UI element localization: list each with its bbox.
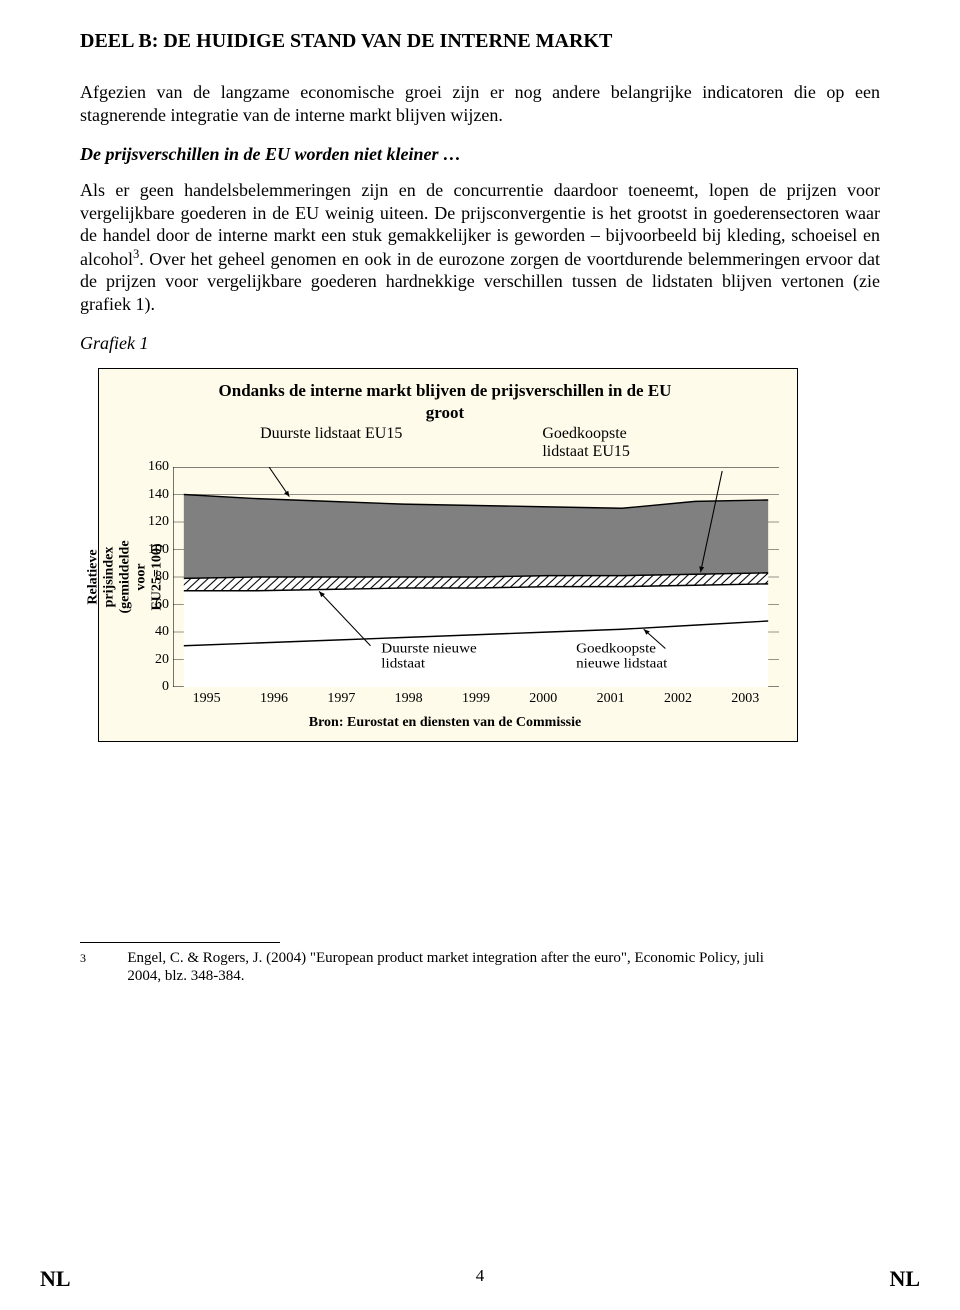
chart-source: Bron: Eurostat en diensten van de Commis… [111,715,779,731]
x-tick-label: 2000 [510,691,577,707]
x-tick-label: 1997 [308,691,375,707]
y-tick-label: 80 [155,569,169,585]
chart-top-annotations: Duurste lidstaat EU15 Goedkoopste lidsta… [111,425,779,461]
x-tick-label: 2003 [712,691,779,707]
page-footer: NL 4 NL [0,1266,960,1292]
footnote-text: Engel, C. & Rogers, J. (2004) "European … [127,949,780,985]
y-ticks: 020406080100120140160 [141,467,173,687]
x-tick-label: 1999 [442,691,509,707]
subheading: De prijsverschillen in de EU worden niet… [80,144,880,165]
chart-caption: Grafiek 1 [80,333,880,354]
x-tick-label: 2001 [577,691,644,707]
svg-text:Duurste nieuwe: Duurste nieuwe [381,641,476,656]
svg-text:lidstaat: lidstaat [381,656,425,671]
y-tick-label: 120 [148,514,169,530]
y-tick-label: 100 [148,542,169,558]
chart-body: Relatieve prijsindex (gemiddelde voor EU… [111,467,779,687]
y-axis-label-col: Relatieve prijsindex (gemiddelde voor EU… [111,467,141,687]
paragraph-intro: Afgezien van de langzame economische gro… [80,81,880,126]
x-tick-label: 1996 [240,691,307,707]
footer-left: NL [40,1266,71,1292]
chart-title-line2: groot [111,403,779,423]
x-tick-label: 1995 [173,691,240,707]
x-tick-label: 2002 [644,691,711,707]
footnote-number: 3 [80,949,127,985]
y-tick-label: 60 [155,597,169,613]
annot-goedkoopste-eu15: Goedkoopste lidstaat EU15 [542,425,630,461]
footnote: 3 Engel, C. & Rogers, J. (2004) "Europea… [80,949,780,985]
x-tick-label: 1998 [375,691,442,707]
footer-page-number: 4 [476,1266,485,1292]
y-tick-label: 160 [148,459,169,475]
page: DEEL B: DE HUIDIGE STAND VAN DE INTERNE … [0,0,960,1310]
svg-text:nieuwe lidstaat: nieuwe lidstaat [576,656,667,671]
x-ticks: 199519961997199819992000200120022003 [173,691,779,707]
footnote-separator [80,942,280,943]
y-tick-label: 140 [148,487,169,503]
y-tick-label: 20 [155,652,169,668]
y-tick-label: 0 [162,679,169,695]
paragraph-main: Als er geen handelsbelemmeringen zijn en… [80,179,880,315]
footnote-area: 3 Engel, C. & Rogers, J. (2004) "Europea… [80,942,880,985]
paragraph-main-b: . Over het geheel genomen en ook in de e… [80,249,880,314]
chart-container: Ondanks de interne markt blijven de prij… [98,368,798,742]
annot-duurste-eu15: Duurste lidstaat EU15 [260,425,402,461]
chart-title-line1: Ondanks de interne markt blijven de prij… [111,381,779,401]
footer-right: NL [889,1266,920,1292]
svg-text:Goedkoopste: Goedkoopste [576,641,656,656]
page-title: DEEL B: DE HUIDIGE STAND VAN DE INTERNE … [80,30,880,53]
plot-area: Duurste nieuwelidstaat Goedkoopstenieuwe … [173,467,779,687]
chart-svg: Duurste nieuwelidstaat Goedkoopstenieuwe … [173,467,779,687]
y-tick-label: 40 [155,624,169,640]
